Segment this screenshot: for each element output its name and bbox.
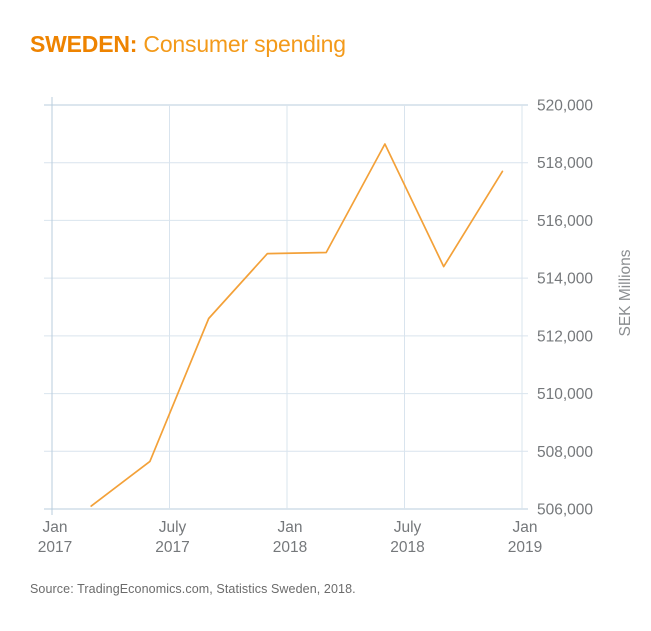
y-axis-tick-label: 520,000: [537, 98, 593, 115]
y-axis-tick-label: 506,000: [537, 502, 593, 519]
x-axis-tick-year: 2017: [155, 539, 189, 556]
title-subject: Consumer spending: [143, 31, 346, 57]
x-axis-tick-month: July: [394, 519, 422, 536]
y-axis-tick-label: 514,000: [537, 271, 593, 288]
x-axis-tick-year: 2019: [508, 539, 542, 556]
y-axis-title: SEK Millions: [617, 249, 634, 336]
y-axis-tick-label: 518,000: [537, 155, 593, 172]
x-axis-tick-month: July: [159, 519, 187, 536]
x-axis-tick-year: 2018: [390, 539, 424, 556]
x-axis-tick-month: Jan: [513, 519, 538, 536]
x-axis-tick-year: 2017: [38, 539, 72, 556]
consumer-spending-line: [90, 143, 504, 507]
x-axis-tick-year: 2018: [273, 539, 307, 556]
y-axis-tick-label: 510,000: [537, 386, 593, 403]
y-axis-tick-label: 508,000: [537, 444, 593, 461]
source-attribution: Source: TradingEconomics.com, Statistics…: [30, 582, 356, 596]
x-axis-tick-month: Jan: [278, 519, 303, 536]
x-axis-tick-month: Jan: [43, 519, 68, 536]
page-title: SWEDEN: Consumer spending: [30, 31, 346, 58]
y-axis-tick-label: 516,000: [537, 213, 593, 230]
title-country: SWEDEN:: [30, 31, 138, 57]
y-axis-tick-label: 512,000: [537, 328, 593, 345]
